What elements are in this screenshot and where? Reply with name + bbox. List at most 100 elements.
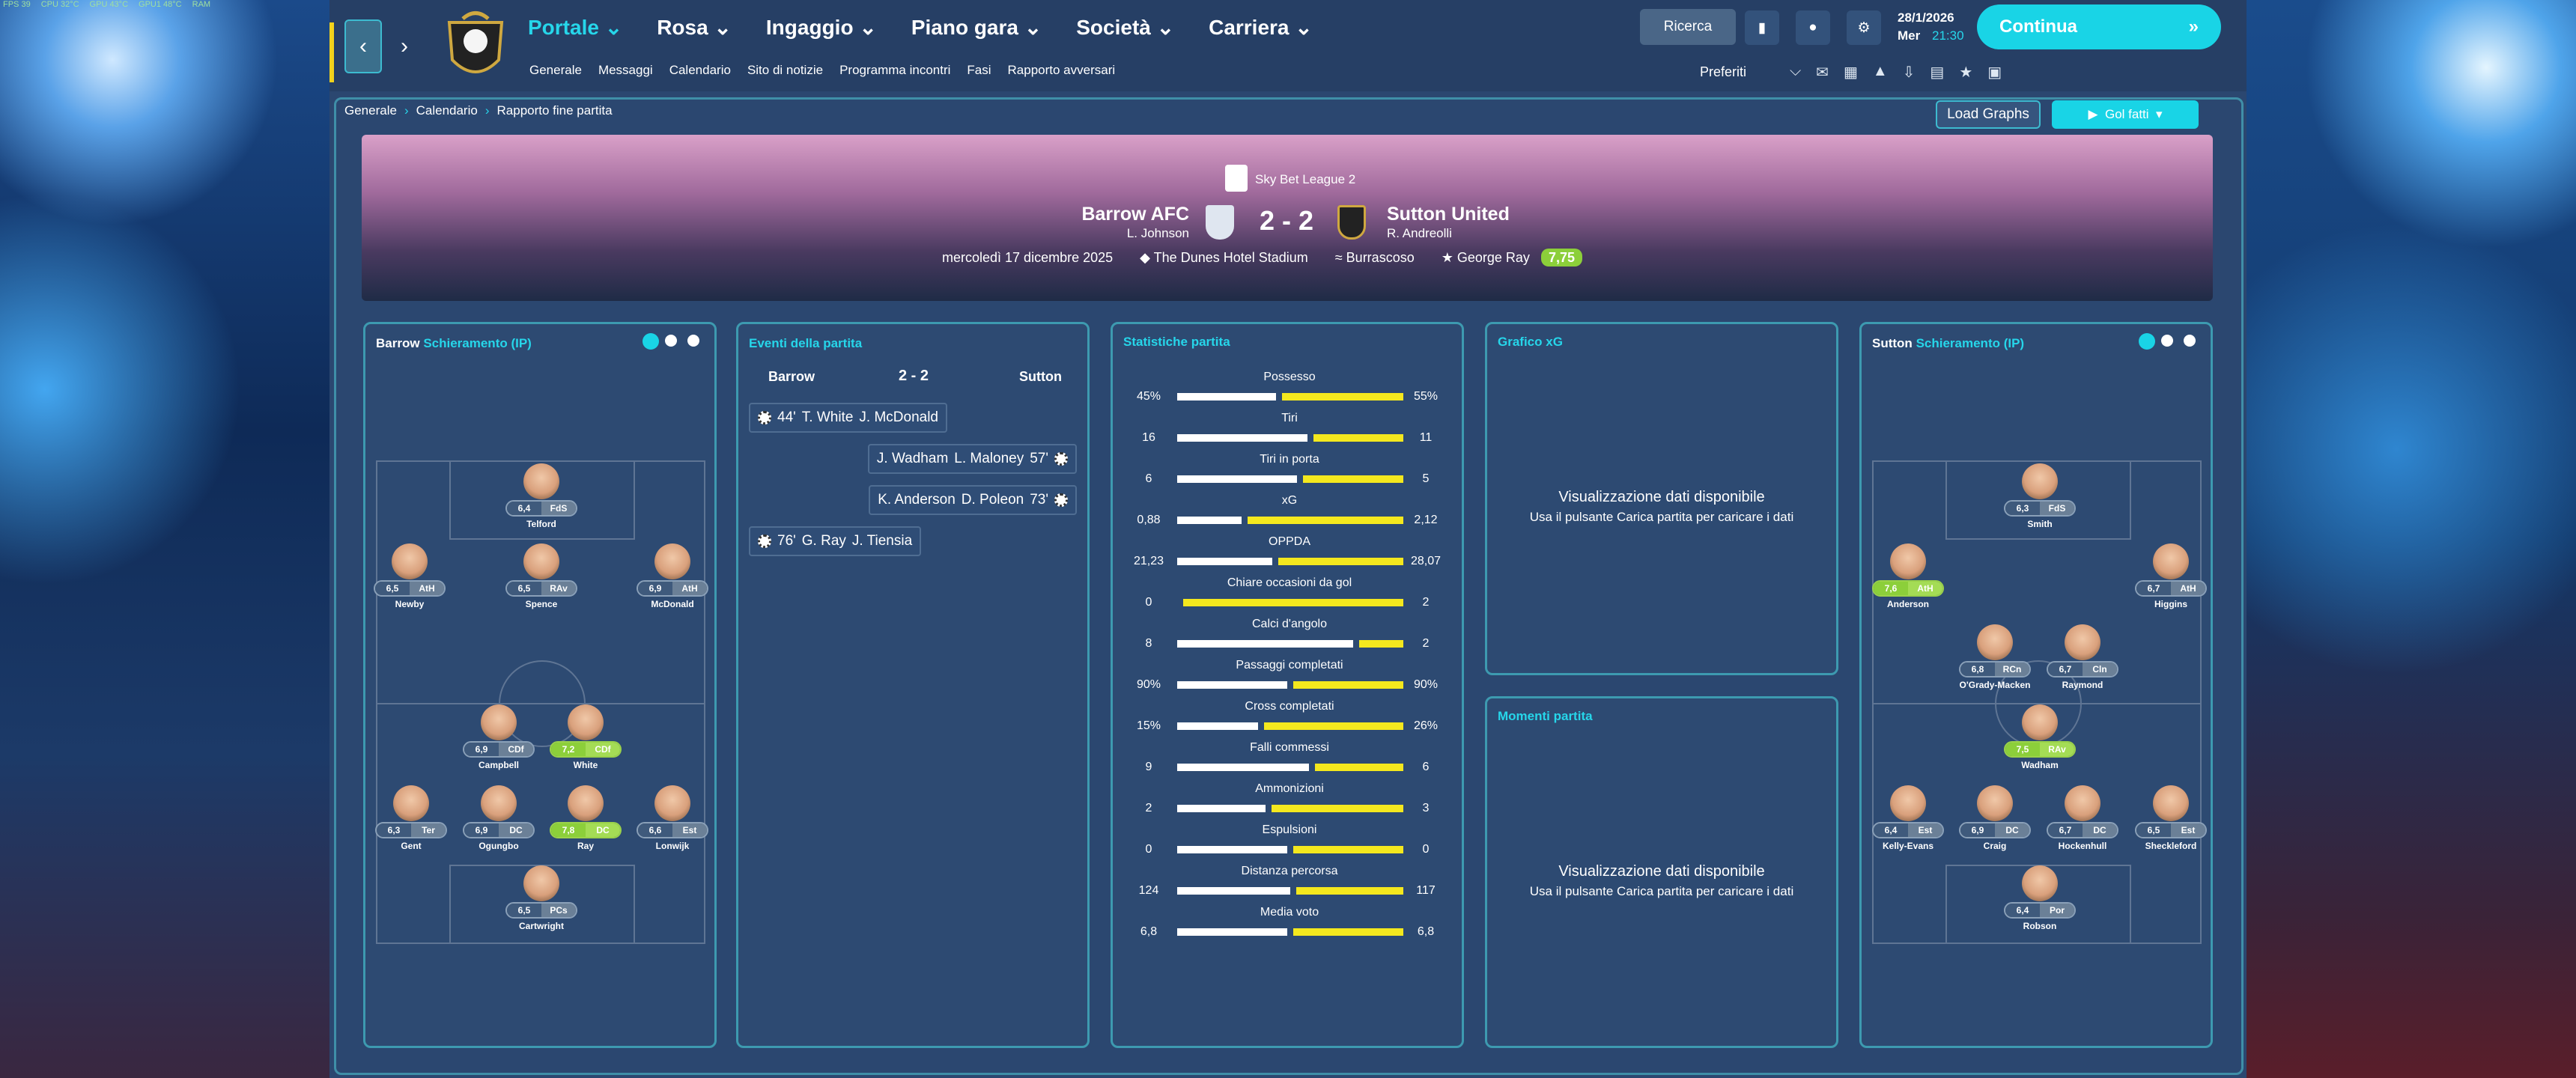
player-face[interactable] <box>568 785 604 821</box>
player-position: RAv <box>2040 743 2074 756</box>
nav-item[interactable]: Rosa ⌄ <box>657 16 732 39</box>
player-face[interactable] <box>392 543 428 579</box>
forward-button[interactable]: › <box>401 34 408 58</box>
stat-away-value: 3 <box>1422 802 1430 814</box>
rating-badge: 6,5 Est <box>2135 822 2207 838</box>
icon[interactable]: ▲ <box>1872 63 1888 79</box>
sub-nav-item[interactable]: Rapporto avversari <box>1007 63 1116 77</box>
stat-bar-away <box>1271 805 1403 812</box>
sub-nav-item[interactable]: Calendario <box>669 63 731 77</box>
icon[interactable]: ▦ <box>1843 64 1858 81</box>
goal-event[interactable]: J. Wadham L. Maloney 57' <box>867 444 1077 474</box>
player-face[interactable] <box>2153 543 2189 579</box>
event-assist: L. Maloney <box>954 451 1024 466</box>
nav-label: Piano gara <box>911 16 1018 39</box>
back-button[interactable]: ‹ <box>344 19 382 73</box>
player-face[interactable] <box>2065 624 2100 660</box>
goal-event[interactable]: 44' T. White J. McDonald <box>749 403 947 433</box>
view-dot[interactable] <box>2161 335 2173 347</box>
settings-icon[interactable]: ⚙ <box>1847 10 1881 45</box>
idea-icon[interactable]: ● <box>1796 10 1830 45</box>
sub-nav-item[interactable]: Fasi <box>967 63 991 77</box>
sub-nav-item[interactable]: Messaggi <box>598 63 653 77</box>
stat-name: Distanza percorsa <box>1241 865 1338 877</box>
event-scorer: J. Wadham <box>876 451 949 466</box>
player-face[interactable] <box>2022 865 2058 901</box>
icon[interactable]: ▣ <box>1987 64 2002 81</box>
view-dot[interactable] <box>643 333 659 350</box>
player-rating: 6,5 <box>375 582 410 595</box>
player-name: Campbell <box>478 760 520 770</box>
breadcrumb-separator: › <box>404 103 409 118</box>
icon[interactable]: ⌵ <box>1790 63 1802 79</box>
sub-menu: Generale Messaggi Calendario Sito di notizi… <box>529 63 1115 78</box>
nav-item[interactable]: Carriera ⌄ <box>1209 16 1313 39</box>
player-rating: 6,9 <box>1960 823 1995 837</box>
stat-name: Cross completati <box>1245 700 1334 713</box>
player-face[interactable] <box>523 463 559 499</box>
sub-nav-item[interactable]: Sito di notizie <box>747 63 824 77</box>
nav-item[interactable]: Ingaggio ⌄ <box>765 16 877 39</box>
player-face[interactable] <box>393 785 429 821</box>
player-rating: 6,4 <box>2005 904 2040 917</box>
breadcrumb-item[interactable]: Generale <box>344 103 397 118</box>
player-face[interactable] <box>2022 704 2058 740</box>
player-face[interactable] <box>1977 785 2013 821</box>
favorites[interactable]: Preferiti <box>1700 64 1747 79</box>
stat-home-value: 0,88 <box>1137 514 1161 526</box>
player-face[interactable] <box>654 785 690 821</box>
search-button[interactable]: Ricerca <box>1640 9 1736 45</box>
stat-bar-away <box>1282 393 1403 401</box>
player-face[interactable] <box>523 543 559 579</box>
player-face[interactable] <box>2153 785 2189 821</box>
moments-panel: Momenti partita Visualizzazione dati disp… <box>1485 696 1838 1048</box>
nav-item[interactable]: Portale ⌄ <box>528 16 623 39</box>
stat-bar-home <box>1177 517 1242 524</box>
view-dot[interactable] <box>665 335 677 347</box>
player-position: CDf <box>586 743 620 756</box>
player-rating: 6,7 <box>2048 823 2083 837</box>
top-bar <box>329 0 2247 91</box>
player-face[interactable] <box>654 543 690 579</box>
sub-nav-item[interactable]: Generale <box>529 63 582 77</box>
goal-event[interactable]: K. Anderson D. Poleon 73' <box>869 485 1077 515</box>
nav-item[interactable]: Piano gara ⌄ <box>911 16 1042 39</box>
away-team: Sutton United <box>1387 204 1510 225</box>
stat-bar-away <box>1303 475 1403 483</box>
player-face[interactable] <box>1977 624 2013 660</box>
player-rating: 6,4 <box>507 502 541 515</box>
player-name: Raymond <box>2062 680 2103 690</box>
goals-dropdown[interactable]: ▶ Gol fatti ▾ <box>2052 100 2199 129</box>
player-face[interactable] <box>523 865 559 901</box>
player-face[interactable] <box>568 704 604 740</box>
bookmark-icon[interactable]: ▮ <box>1745 10 1779 45</box>
sub-nav-item[interactable]: Programma incontri <box>839 63 951 77</box>
club-crest <box>447 11 504 73</box>
nav-item[interactable]: Società ⌄ <box>1076 16 1175 39</box>
icon[interactable]: ★ <box>1959 64 1973 81</box>
continue-button[interactable]: Continua» <box>1977 4 2221 49</box>
player-name: Ogungbo <box>479 841 519 851</box>
player-face[interactable] <box>481 704 517 740</box>
view-dot[interactable] <box>687 335 699 347</box>
breadcrumb-item[interactable]: Calendario <box>416 103 478 118</box>
icon[interactable]: ▤ <box>1930 64 1945 81</box>
stat-name: Falli commessi <box>1250 741 1329 754</box>
player-face[interactable] <box>2022 463 2058 499</box>
icon[interactable]: ⇩ <box>1902 64 1916 81</box>
player-face[interactable] <box>1890 543 1926 579</box>
stat-away-value: 2,12 <box>1414 514 1438 526</box>
icon[interactable]: ✉ <box>1816 64 1829 81</box>
stat-home-value: 124 <box>1138 884 1159 897</box>
load-graphs-button[interactable]: Load Graphs <box>1936 100 2041 129</box>
view-dot[interactable] <box>2139 333 2155 350</box>
stat-name: Possesso <box>1263 371 1316 383</box>
view-dot[interactable] <box>2184 335 2196 347</box>
player-face[interactable] <box>481 785 517 821</box>
nav-label: Società <box>1076 16 1151 39</box>
goal-event[interactable]: 76' G. Ray J. Tiensia <box>749 526 922 556</box>
player-face[interactable] <box>2065 785 2100 821</box>
player-face[interactable] <box>1890 785 1926 821</box>
player-rating: 6,6 <box>638 823 672 837</box>
stat-home-value: 0 <box>1145 843 1152 856</box>
